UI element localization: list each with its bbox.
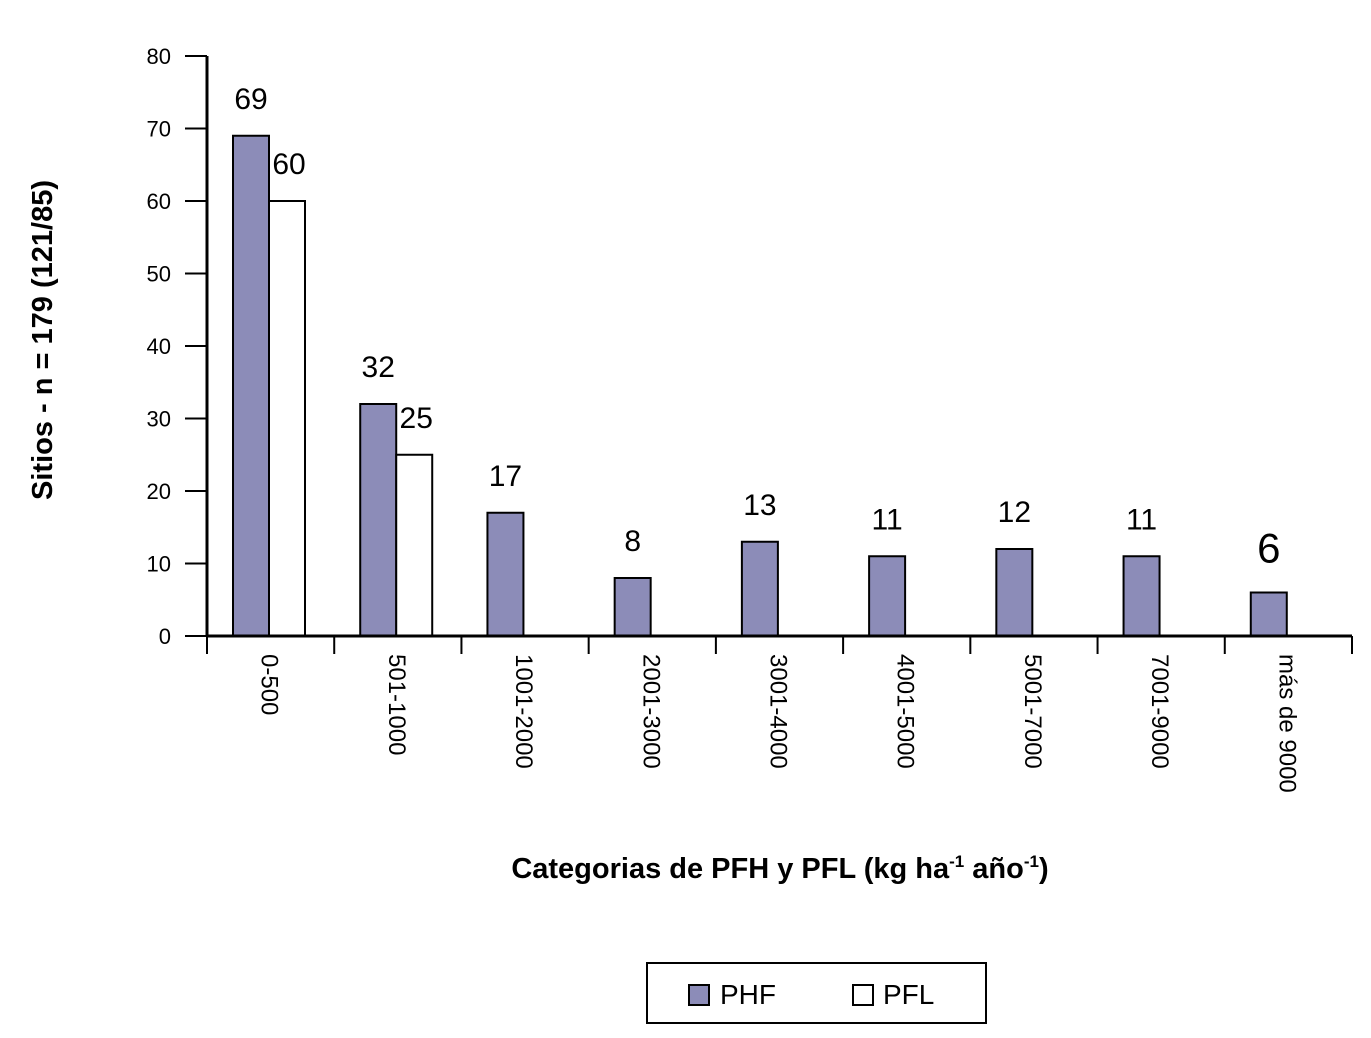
data-label-phf-1: 32: [362, 351, 395, 384]
bar-phf-2: [486, 511, 525, 637]
bar-phf-8: [1249, 591, 1288, 637]
data-label-phf-5: 11: [872, 503, 903, 536]
legend: PHF PFL: [646, 962, 987, 1024]
data-label-pfl-1: 25: [400, 402, 433, 435]
data-label-pfl-0: 60: [272, 148, 305, 181]
legend-swatch-pfl: [852, 984, 874, 1006]
x-tick-label-1: 501-1000: [383, 654, 410, 755]
x-tick-label-8: más de 9000: [1273, 654, 1300, 793]
data-label-phf-4: 13: [743, 489, 776, 522]
x-axis-title-end: ): [1039, 853, 1049, 885]
data-label-phf-7: 11: [1126, 503, 1157, 536]
bar-phf-7: [1122, 555, 1161, 637]
x-axis-title: Categorias de PFH y PFL (kg ha-1 año-1): [511, 852, 1048, 885]
x-tick-label-7: 7001-9000: [1146, 654, 1173, 769]
y-axis-title: Sitios - n = 179 (121/85): [27, 180, 59, 500]
x-tick-label-4: 3001-4000: [765, 654, 792, 769]
x-axis-title-sup2: -1: [1024, 852, 1039, 871]
y-tick-label-10: 10: [147, 552, 171, 577]
data-label-phf-6: 12: [998, 496, 1031, 529]
x-tick-label-6: 5001-7000: [1019, 654, 1046, 769]
x-tick-label-5: 4001-5000: [892, 654, 919, 769]
y-tick-label-40: 40: [147, 334, 171, 359]
x-axis-title-sup1: -1: [949, 852, 964, 871]
y-tick-label-0: 0: [159, 624, 171, 649]
data-label-phf-0: 69: [234, 83, 267, 116]
legend-label-pfl: PFL: [883, 979, 934, 1010]
x-tick-label-3: 2001-3000: [637, 654, 664, 769]
y-tick-label-60: 60: [147, 189, 171, 214]
data-label-phf-3: 8: [624, 525, 641, 558]
bar-pfl-0: [268, 200, 306, 637]
x-axis-title-main: Categorias de PFH y PFL (kg ha: [511, 853, 950, 885]
bar-pfl-1: [395, 453, 434, 637]
y-tick-label-30: 30: [147, 407, 171, 432]
bar-phf-0: [232, 134, 270, 637]
y-tick-label-70: 70: [147, 117, 171, 142]
axes-layer: [185, 55, 1353, 654]
bar-phf-3: [613, 577, 652, 637]
x-axis-title-mid: año: [964, 853, 1024, 885]
y-tick-label-50: 50: [147, 262, 171, 287]
data-label-phf-8: 6: [1257, 525, 1280, 572]
bar-phf-5: [868, 555, 907, 637]
data-label-phf-2: 17: [489, 460, 522, 493]
y-tick-label-80: 80: [147, 44, 171, 69]
bar-phf-6: [995, 548, 1034, 637]
bar-phf-1: [359, 403, 398, 637]
y-tick-label-20: 20: [147, 479, 171, 504]
x-tick-label-0: 0-500: [256, 654, 283, 715]
legend-label-phf: PHF: [720, 979, 776, 1010]
bar-phf-4: [740, 540, 779, 637]
x-tick-label-2: 1001-2000: [510, 654, 537, 769]
bars-layer: [232, 134, 1288, 637]
legend-swatch-phf: [688, 984, 710, 1006]
